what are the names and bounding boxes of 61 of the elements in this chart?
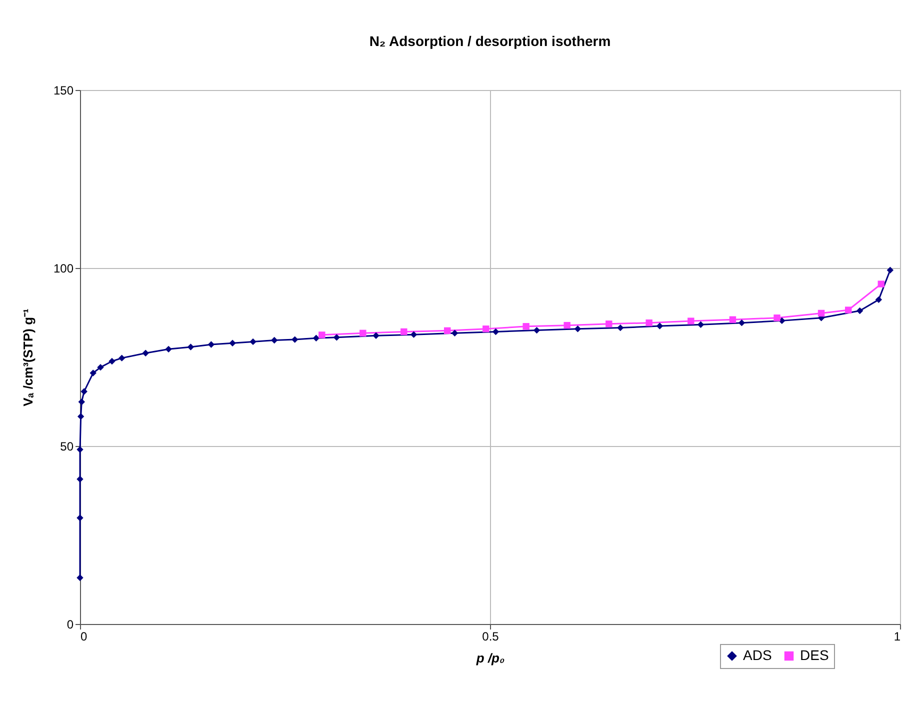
point xyxy=(76,514,84,522)
point xyxy=(738,319,746,326)
point xyxy=(78,398,85,406)
point xyxy=(818,310,825,317)
chart-title: N₂ Adsorption / desorption isotherm xyxy=(369,33,611,49)
point xyxy=(360,330,366,336)
y-tick-label: 50 xyxy=(60,440,74,454)
point xyxy=(522,323,530,330)
legend-label: ADS xyxy=(743,647,772,663)
point xyxy=(533,326,540,334)
y-tick-label: 150 xyxy=(53,84,74,98)
point xyxy=(697,321,704,328)
point xyxy=(76,476,84,482)
x-tick-label: 1 xyxy=(894,630,901,644)
point xyxy=(688,318,694,324)
point xyxy=(80,388,88,395)
point xyxy=(856,307,864,314)
point xyxy=(77,413,84,420)
point xyxy=(878,280,884,288)
point xyxy=(333,334,340,341)
point xyxy=(187,344,194,350)
point xyxy=(564,322,570,329)
point xyxy=(400,328,408,336)
point xyxy=(774,314,780,322)
point xyxy=(229,340,236,346)
x-tick-label: 0.5 xyxy=(482,630,500,644)
point xyxy=(118,354,126,362)
point xyxy=(142,350,149,356)
legend-label: DES xyxy=(800,647,829,663)
point xyxy=(97,364,104,371)
point xyxy=(451,330,458,336)
point xyxy=(410,331,418,338)
point xyxy=(270,336,278,344)
point xyxy=(90,370,96,376)
point xyxy=(656,322,664,330)
point xyxy=(250,338,256,346)
y-tick-label: 0 xyxy=(66,618,74,632)
point xyxy=(108,358,116,365)
point xyxy=(312,334,320,342)
point xyxy=(165,346,172,353)
x-axis-title: p /p₀ xyxy=(475,650,505,666)
point xyxy=(372,332,380,339)
point xyxy=(444,327,451,334)
point xyxy=(76,446,84,453)
point xyxy=(76,574,84,582)
point xyxy=(606,320,612,328)
y-tick-label: 100 xyxy=(53,262,74,276)
point xyxy=(844,306,852,314)
x-tick-label: 0 xyxy=(80,630,88,644)
point xyxy=(729,316,736,323)
point xyxy=(482,326,490,332)
point xyxy=(886,266,894,274)
point xyxy=(208,341,215,348)
point xyxy=(574,326,582,332)
point xyxy=(492,328,500,336)
point xyxy=(318,332,326,338)
y-axis-title: Vₐ /cm³(STP) g⁻¹ xyxy=(20,308,36,406)
point xyxy=(617,324,624,332)
point xyxy=(875,296,882,304)
point xyxy=(291,336,298,343)
point xyxy=(646,319,652,326)
